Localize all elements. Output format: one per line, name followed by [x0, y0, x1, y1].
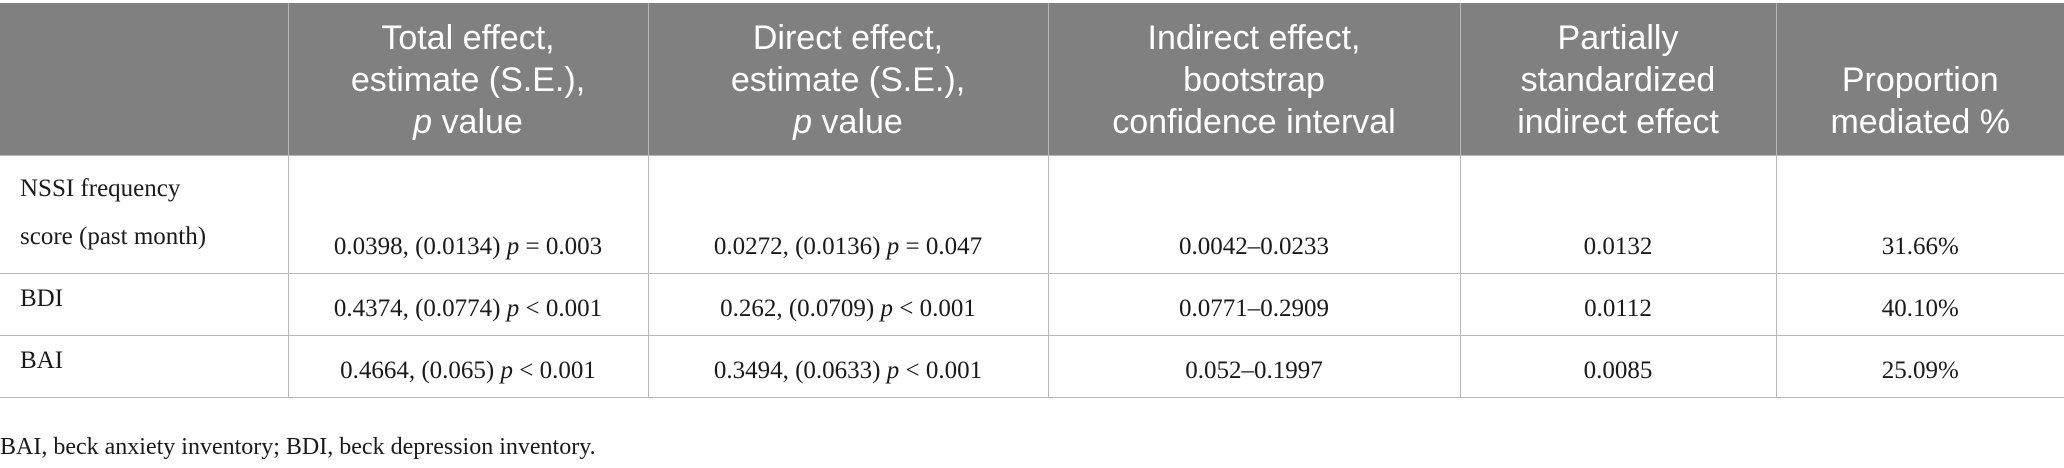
- header-partially-standardized: Partially standardized indirect effect: [1459, 3, 1776, 156]
- total-effect-cell: 0.0398, (0.0134) p = 0.003: [287, 155, 649, 274]
- proportion-cell: 25.09%: [1775, 335, 2064, 398]
- partial-std-cell: 0.0132: [1459, 155, 1777, 274]
- header-total-effect: Total effect, estimate (S.E.), p value: [287, 3, 648, 156]
- direct-effect-cell: 0.0272, (0.0136) p = 0.047: [647, 155, 1049, 274]
- table-footnote: BAI, beck anxiety inventory; BDI, beck d…: [0, 434, 596, 460]
- indirect-ci-cell: 0.052–0.1997: [1047, 335, 1461, 398]
- row-label: BDI: [0, 273, 289, 336]
- indirect-ci-cell: 0.0042–0.0233: [1047, 155, 1461, 274]
- header-variable: [0, 3, 288, 156]
- mediation-results-table: Total effect, estimate (S.E.), p value D…: [0, 3, 2064, 398]
- header-direct-effect: Direct effect, estimate (S.E.), p value: [647, 3, 1048, 156]
- total-effect-cell: 0.4374, (0.0774) p < 0.001: [287, 273, 649, 336]
- partial-std-cell: 0.0085: [1459, 335, 1777, 398]
- direct-effect-cell: 0.262, (0.0709) p < 0.001: [647, 273, 1049, 336]
- table-row: NSSI frequency score (past month) 0.0398…: [0, 155, 2064, 274]
- row-label: BAI: [0, 335, 289, 398]
- header-indirect-effect: Indirect effect, bootstrap confidence in…: [1047, 3, 1460, 156]
- table-row: BAI 0.4664, (0.065) p < 0.001 0.3494, (0…: [0, 335, 2064, 398]
- direct-effect-cell: 0.3494, (0.0633) p < 0.001: [647, 335, 1049, 398]
- header-proportion-mediated: Proportion mediated %: [1775, 3, 2064, 156]
- row-label: NSSI frequency score (past month): [0, 155, 289, 274]
- proportion-cell: 40.10%: [1775, 273, 2064, 336]
- indirect-ci-cell: 0.0771–0.2909: [1047, 273, 1461, 336]
- header-row: Total effect, estimate (S.E.), p value D…: [0, 3, 2064, 156]
- proportion-cell: 31.66%: [1775, 155, 2064, 274]
- table-row: BDI 0.4374, (0.0774) p < 0.001 0.262, (0…: [0, 273, 2064, 336]
- total-effect-cell: 0.4664, (0.065) p < 0.001: [287, 335, 649, 398]
- partial-std-cell: 0.0112: [1459, 273, 1777, 336]
